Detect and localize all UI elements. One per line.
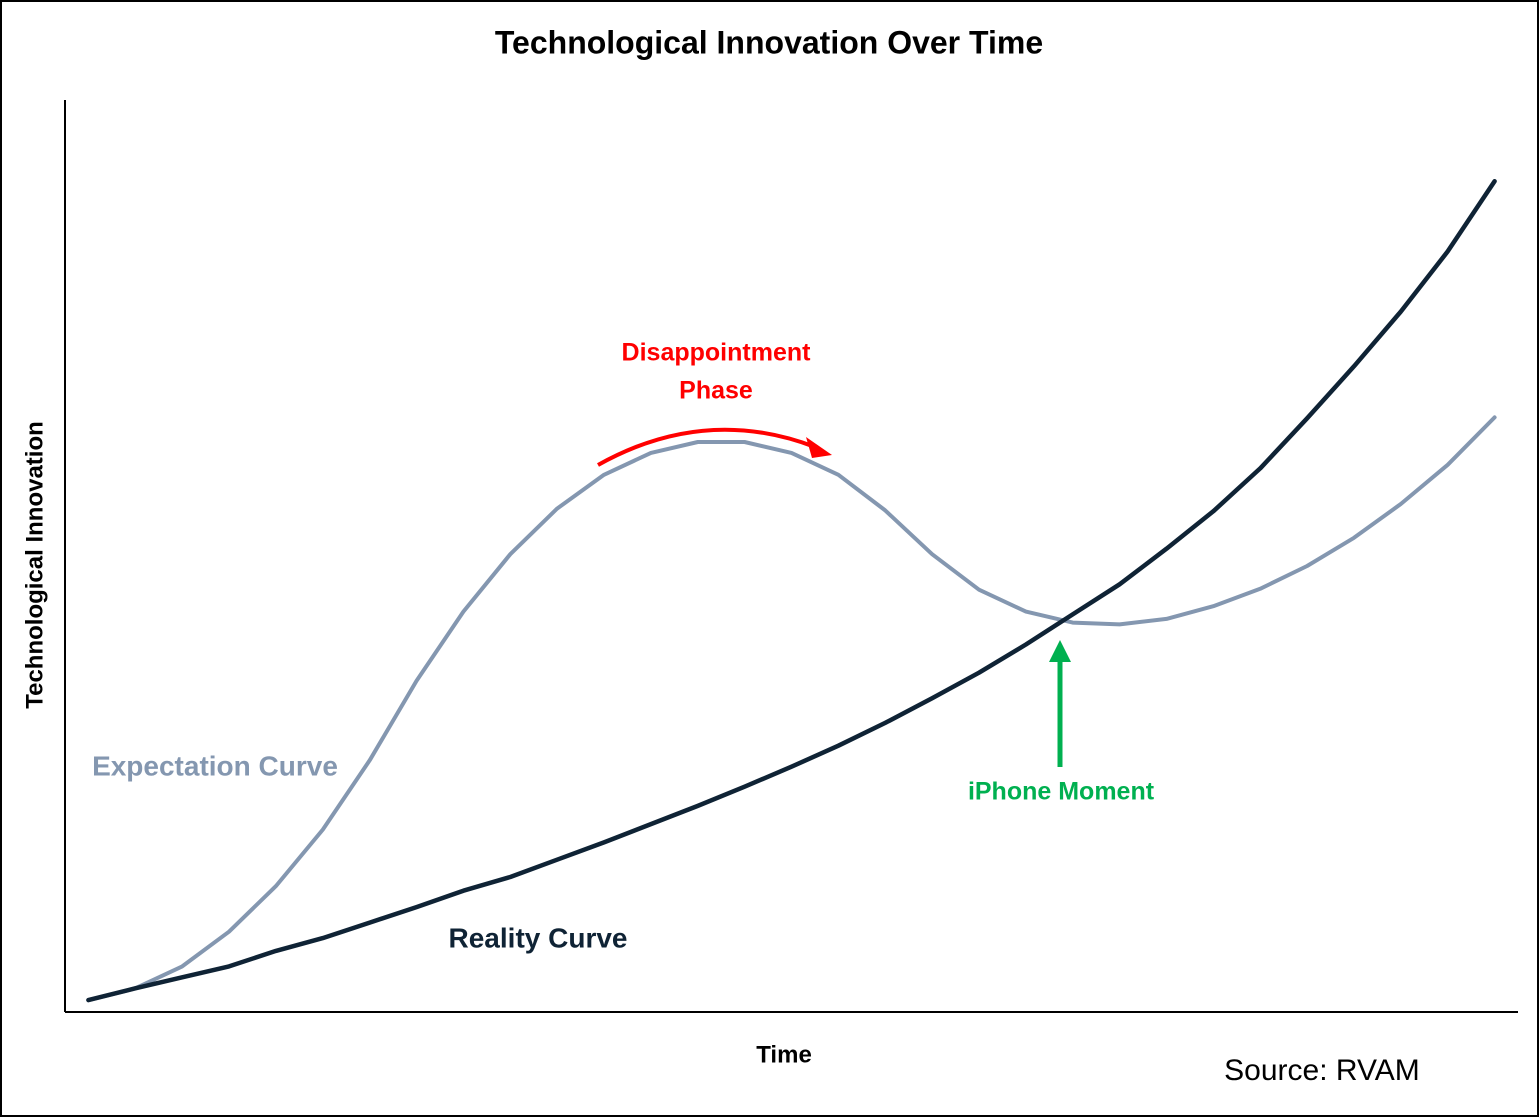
iphone-arrowhead	[1049, 640, 1071, 662]
annotation: iPhone Moment	[968, 778, 1155, 806]
x-axis-label: Time	[756, 1041, 812, 1068]
source: Source: RVAM	[1224, 1054, 1420, 1087]
series-line	[86, 415, 1497, 1003]
annotation: Disappointment	[622, 339, 812, 367]
series-line	[86, 178, 1497, 1003]
series-label: Reality Curve	[449, 922, 628, 953]
disappointment-arrowhead	[806, 437, 832, 458]
series-label: Expectation Curve	[92, 750, 338, 781]
annotation: Phase	[679, 377, 753, 405]
y-axis-label: Technological Innovation	[21, 421, 48, 709]
disappointment-arrow	[597, 427, 816, 467]
chart-title: Technological Innovation Over Time	[495, 24, 1043, 60]
